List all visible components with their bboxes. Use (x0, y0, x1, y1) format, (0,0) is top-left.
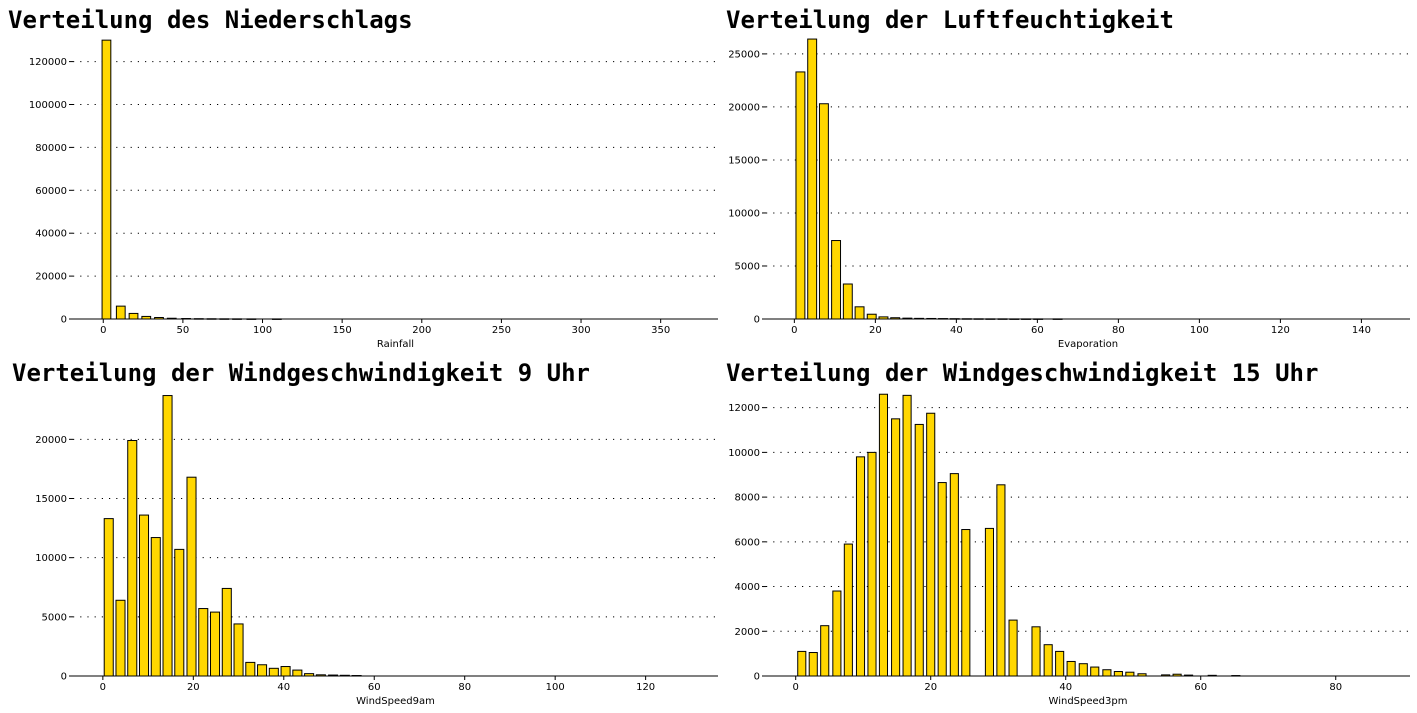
y-tick-label: 25000 (728, 49, 760, 60)
x-tick-label: 20 (924, 682, 937, 693)
x-tick-label: 0 (793, 682, 799, 693)
histogram-bar (996, 484, 1006, 677)
x-tick-label: 80 (1112, 325, 1125, 336)
y-tick-label: 20000 (35, 272, 67, 283)
histogram-bar (1102, 669, 1112, 677)
x-axis-label: Rainfall (377, 339, 414, 350)
histogram-bar (926, 412, 936, 677)
histogram-bar (1125, 671, 1135, 677)
x-tick-label: 0 (100, 325, 106, 336)
chart-title: Verteilung der Windgeschwindigkeit 9 Uhr (12, 359, 590, 387)
histogram-bar (1090, 666, 1100, 677)
y-tick-label: 10000 (728, 448, 760, 459)
y-tick-label: 0 (61, 315, 67, 326)
x-tick-label: 60 (1031, 325, 1044, 336)
x-tick-label: 100 (1190, 325, 1209, 336)
x-tick-label: 40 (1059, 682, 1072, 693)
y-tick-label: 5000 (42, 612, 67, 623)
histogram-bar (1066, 660, 1076, 677)
x-tick-label: 250 (492, 325, 511, 336)
x-tick-label: 150 (333, 325, 352, 336)
histogram-bar (937, 482, 947, 677)
histogram-bar (902, 394, 912, 677)
histogram-bar (1008, 619, 1018, 677)
y-tick-label: 15000 (728, 155, 760, 166)
x-tick-label: 140 (1352, 325, 1371, 336)
histogram-bar (843, 543, 853, 677)
histogram-bar (949, 473, 959, 677)
histogram-bar (1031, 626, 1041, 677)
y-tick-label: 60000 (35, 186, 67, 197)
chart-title: Verteilung der Windgeschwindigkeit 15 Uh… (726, 359, 1319, 387)
histogram-bar (808, 652, 818, 677)
chart-title: Verteilung des Niederschlags (8, 6, 413, 34)
y-tick-label: 6000 (735, 537, 760, 548)
x-tick-label: 40 (277, 682, 290, 693)
y-tick-label: 120000 (29, 57, 67, 68)
histogram-bar (855, 456, 866, 677)
y-tick-label: 15000 (35, 494, 67, 505)
histogram-bar (1113, 671, 1123, 677)
y-tick-label: 100000 (29, 100, 67, 111)
y-tick-label: 20000 (728, 102, 760, 113)
chart-title: Verteilung der Luftfeuchtigkeit (726, 6, 1174, 34)
histogram-bar (1055, 650, 1065, 677)
histogram-bar (1078, 663, 1088, 677)
x-tick-label: 300 (571, 325, 590, 336)
x-tick-label: 200 (412, 325, 431, 336)
y-tick-label: 20000 (35, 435, 67, 446)
x-axis-label: Evaporation (1058, 339, 1118, 350)
y-tick-label: 12000 (728, 403, 760, 414)
x-tick-label: 40 (950, 325, 963, 336)
y-tick-label: 10000 (35, 553, 67, 564)
y-tick-label: 80000 (35, 143, 67, 154)
histogram-bar (832, 590, 842, 677)
x-tick-label: 350 (651, 325, 670, 336)
y-tick-label: 0 (61, 672, 67, 683)
x-tick-label: 100 (546, 682, 565, 693)
x-tick-label: 0 (791, 325, 797, 336)
x-tick-label: 60 (1194, 682, 1207, 693)
x-tick-label: 80 (1329, 682, 1342, 693)
x-tick-label: 50 (177, 325, 190, 336)
x-tick-label: 20 (187, 682, 200, 693)
y-tick-label: 2000 (735, 627, 760, 638)
y-tick-label: 4000 (735, 582, 760, 593)
histogram-bar (914, 423, 924, 677)
x-tick-label: 0 (100, 682, 106, 693)
histogram-bar (891, 418, 901, 677)
y-tick-label: 5000 (735, 261, 760, 272)
y-tick-label: 10000 (728, 208, 760, 219)
histogram-bar (797, 650, 807, 677)
x-tick-label: 20 (869, 325, 882, 336)
histogram-bar (1043, 644, 1053, 677)
x-tick-label: 100 (253, 325, 272, 336)
histogram-bar (961, 529, 971, 677)
y-tick-label: 0 (754, 672, 760, 683)
histogram-bar (878, 393, 889, 677)
histogram-bar (984, 527, 994, 677)
x-axis-label: WindSpeed3pm (1049, 696, 1128, 707)
x-tick-label: 60 (368, 682, 381, 693)
y-tick-label: 40000 (35, 229, 67, 240)
x-tick-label: 120 (1271, 325, 1290, 336)
y-tick-label: 8000 (735, 493, 760, 504)
histogram-bar (820, 625, 830, 677)
histogram-bar (867, 451, 877, 677)
y-tick-label: 0 (754, 315, 760, 326)
x-axis-label: WindSpeed9am (356, 696, 435, 707)
x-tick-label: 120 (636, 682, 655, 693)
x-tick-label: 80 (458, 682, 471, 693)
